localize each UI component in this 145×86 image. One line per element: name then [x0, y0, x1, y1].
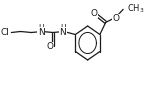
Text: O: O [47, 42, 54, 51]
Text: Cl: Cl [0, 28, 9, 37]
Text: H: H [60, 23, 66, 33]
Text: O: O [113, 14, 120, 23]
Text: N: N [38, 28, 45, 36]
Text: CH$_3$: CH$_3$ [127, 2, 145, 15]
Text: O: O [91, 9, 98, 18]
Text: H: H [38, 23, 44, 33]
Text: N: N [60, 28, 66, 36]
